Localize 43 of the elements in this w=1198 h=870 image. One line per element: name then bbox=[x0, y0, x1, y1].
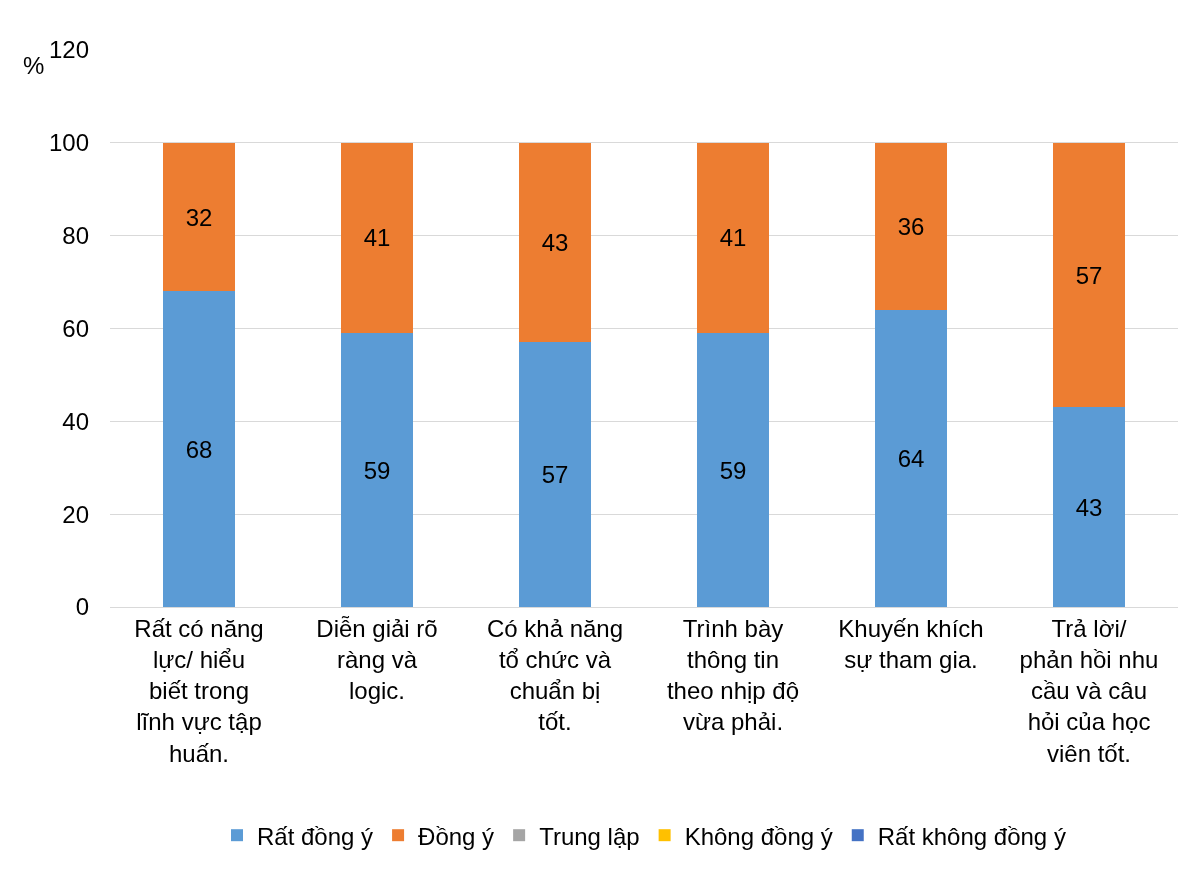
legend-label: Không đồng ý bbox=[684, 822, 833, 850]
y-tick-label: 120 bbox=[48, 36, 89, 64]
y-tick-label: 60 bbox=[62, 314, 89, 342]
y-tick-label: 80 bbox=[62, 222, 89, 250]
data-label: 41 bbox=[719, 224, 747, 252]
data-label: 68 bbox=[185, 435, 213, 463]
data-label: 43 bbox=[541, 229, 569, 257]
data-label: 43 bbox=[1075, 493, 1103, 521]
y-tick-label: 40 bbox=[62, 407, 89, 435]
x-tick-label: Có khả năng tổ chức và chuẩn bị tốt. bbox=[486, 614, 624, 736]
bar bbox=[519, 342, 591, 607]
bar bbox=[163, 291, 235, 607]
bar bbox=[341, 333, 413, 607]
bar bbox=[1053, 142, 1125, 408]
y-axis-title: % bbox=[23, 52, 45, 79]
data-label: 64 bbox=[897, 444, 925, 472]
legend-label: Rất đồng ý bbox=[257, 822, 374, 850]
data-label: 59 bbox=[363, 456, 391, 484]
x-tick-label: Khuyến khích sự tham gia. bbox=[838, 614, 984, 673]
x-tick-label: Rất có năng lực/ hiểu biết trong lĩnh vực tập huấn. bbox=[134, 614, 264, 767]
bar bbox=[163, 142, 235, 292]
x-tick-label: Trình bày thông tin theo nhịp độ vừa phải. bbox=[666, 614, 800, 736]
y-tick-label: 0 bbox=[75, 593, 89, 621]
bar bbox=[1053, 407, 1125, 607]
data-label: 32 bbox=[185, 203, 213, 231]
data-label: 59 bbox=[719, 456, 747, 484]
y-tick-label: 100 bbox=[48, 129, 89, 157]
bar bbox=[697, 142, 769, 334]
data-label: 36 bbox=[897, 212, 925, 240]
legend-label: Đồng ý bbox=[418, 822, 495, 850]
data-label: 57 bbox=[1075, 261, 1103, 289]
x-tick-label: Diễn giải rõ ràng và logic. bbox=[316, 614, 438, 705]
bar bbox=[697, 333, 769, 607]
y-tick-label: 20 bbox=[62, 500, 89, 528]
legend-label: Trung lập bbox=[539, 822, 640, 850]
bar bbox=[341, 142, 413, 334]
x-tick-label: Trả lời/ phản hồi nhu cầu và câu hỏi của học viên tốt. bbox=[1019, 614, 1159, 767]
bar bbox=[519, 142, 591, 343]
data-label: 57 bbox=[541, 461, 569, 489]
bar bbox=[875, 309, 947, 607]
bar bbox=[875, 142, 947, 310]
legend-label: Rất không đồng ý bbox=[877, 822, 1066, 850]
data-label: 41 bbox=[363, 224, 391, 252]
